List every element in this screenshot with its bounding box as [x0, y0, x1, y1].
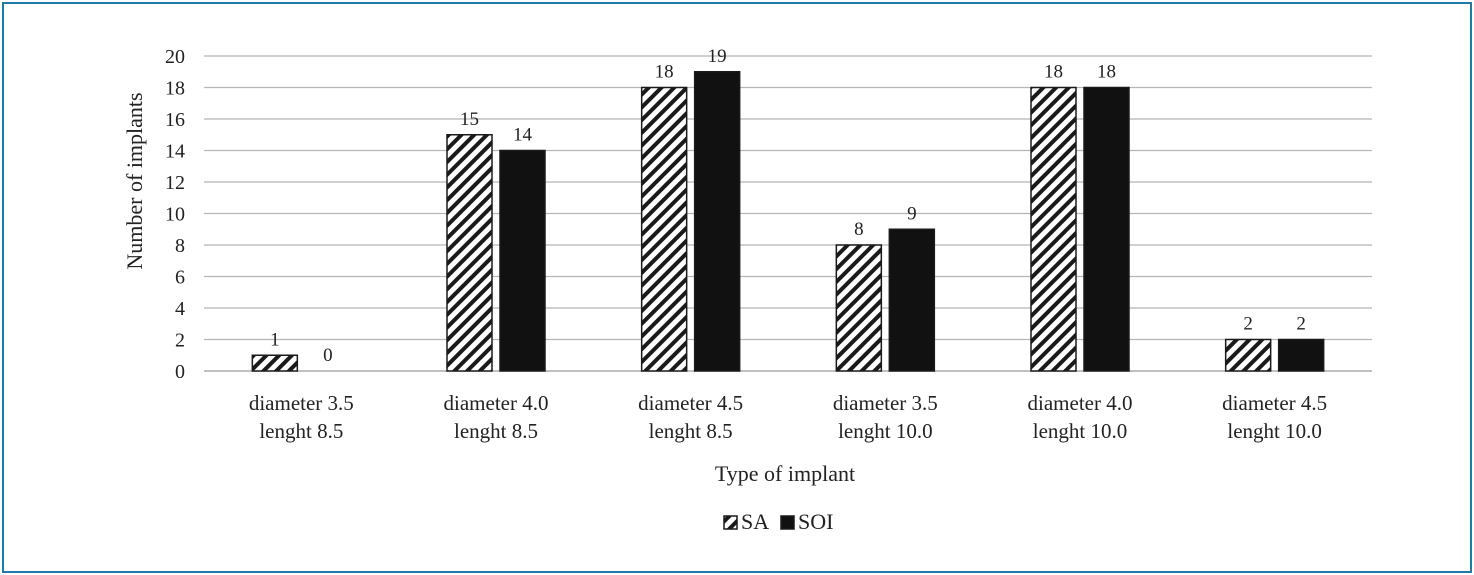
data-label: 14 [513, 125, 533, 146]
category-label: diameter 4.0 [444, 391, 549, 415]
bar-soi [1277, 338, 1325, 372]
category-label: diameter 4.5 [638, 391, 743, 415]
category-label: lenght 10.0 [838, 419, 933, 443]
data-label: 1 [270, 329, 280, 350]
y-tick-label: 14 [165, 141, 185, 163]
legend-label-sa: SA [741, 509, 769, 534]
category-label: lenght 8.5 [454, 419, 538, 443]
bar-sa [1224, 338, 1272, 372]
data-label: 18 [1097, 62, 1116, 83]
bar-sa [251, 354, 299, 372]
data-label: 2 [1296, 314, 1306, 335]
y-tick-label: 12 [165, 172, 185, 194]
category-label: diameter 3.5 [249, 391, 354, 415]
y-tick-label: 4 [175, 298, 185, 320]
bar-soi [499, 149, 546, 372]
y-tick-label: 18 [165, 78, 185, 100]
category-label: lenght 10.0 [1227, 419, 1322, 443]
data-label: 15 [460, 109, 479, 130]
y-tick-label: 6 [175, 267, 185, 289]
category-labels: diameter 3.5 lenght 8.5 diameter 4.0 lenght… [249, 391, 1327, 443]
data-label: 8 [854, 219, 864, 240]
y-tick-label: 20 [165, 46, 185, 68]
category-label: diameter 4.0 [1028, 391, 1133, 415]
bar-sa [835, 244, 883, 372]
legend-swatch-soi [780, 515, 795, 530]
data-label: 18 [655, 62, 674, 83]
y-tick-label: 8 [175, 235, 185, 257]
data-label: 19 [708, 46, 727, 67]
data-label: 18 [1044, 62, 1063, 83]
gridlines [204, 55, 1372, 372]
legend-label-soi: SOI [798, 509, 833, 534]
y-tick-label: 16 [165, 109, 185, 131]
data-label: 0 [323, 345, 333, 366]
category-label: diameter 4.5 [1222, 391, 1327, 415]
category-label: lenght 8.5 [649, 419, 733, 443]
category-label: lenght 8.5 [259, 419, 343, 443]
y-tick-label: 10 [165, 204, 185, 226]
category-label: lenght 10.0 [1033, 419, 1128, 443]
bar-soi [888, 228, 936, 372]
x-axis-title: Type of implant [715, 461, 855, 486]
data-labels: 1 0 15 14 18 19 8 9 18 18 2 2 [270, 46, 1306, 366]
data-label: 9 [907, 203, 917, 224]
legend-swatch-sa [723, 515, 738, 530]
y-tick-label: 2 [175, 330, 185, 352]
y-tick-labels: 0 2 4 6 8 10 12 14 16 18 20 [165, 46, 185, 383]
data-label: 2 [1243, 314, 1253, 335]
bar-sa [640, 86, 688, 372]
bar-soi [693, 71, 741, 372]
bar-soi [1083, 86, 1130, 372]
bar-sa [1030, 86, 1077, 372]
bars [251, 71, 1325, 372]
category-label: diameter 3.5 [833, 391, 938, 415]
legend: SA SOI [723, 509, 833, 534]
y-axis-title: Number of implants [122, 92, 147, 269]
y-tick-label: 0 [175, 361, 185, 383]
bar-sa [446, 134, 493, 372]
